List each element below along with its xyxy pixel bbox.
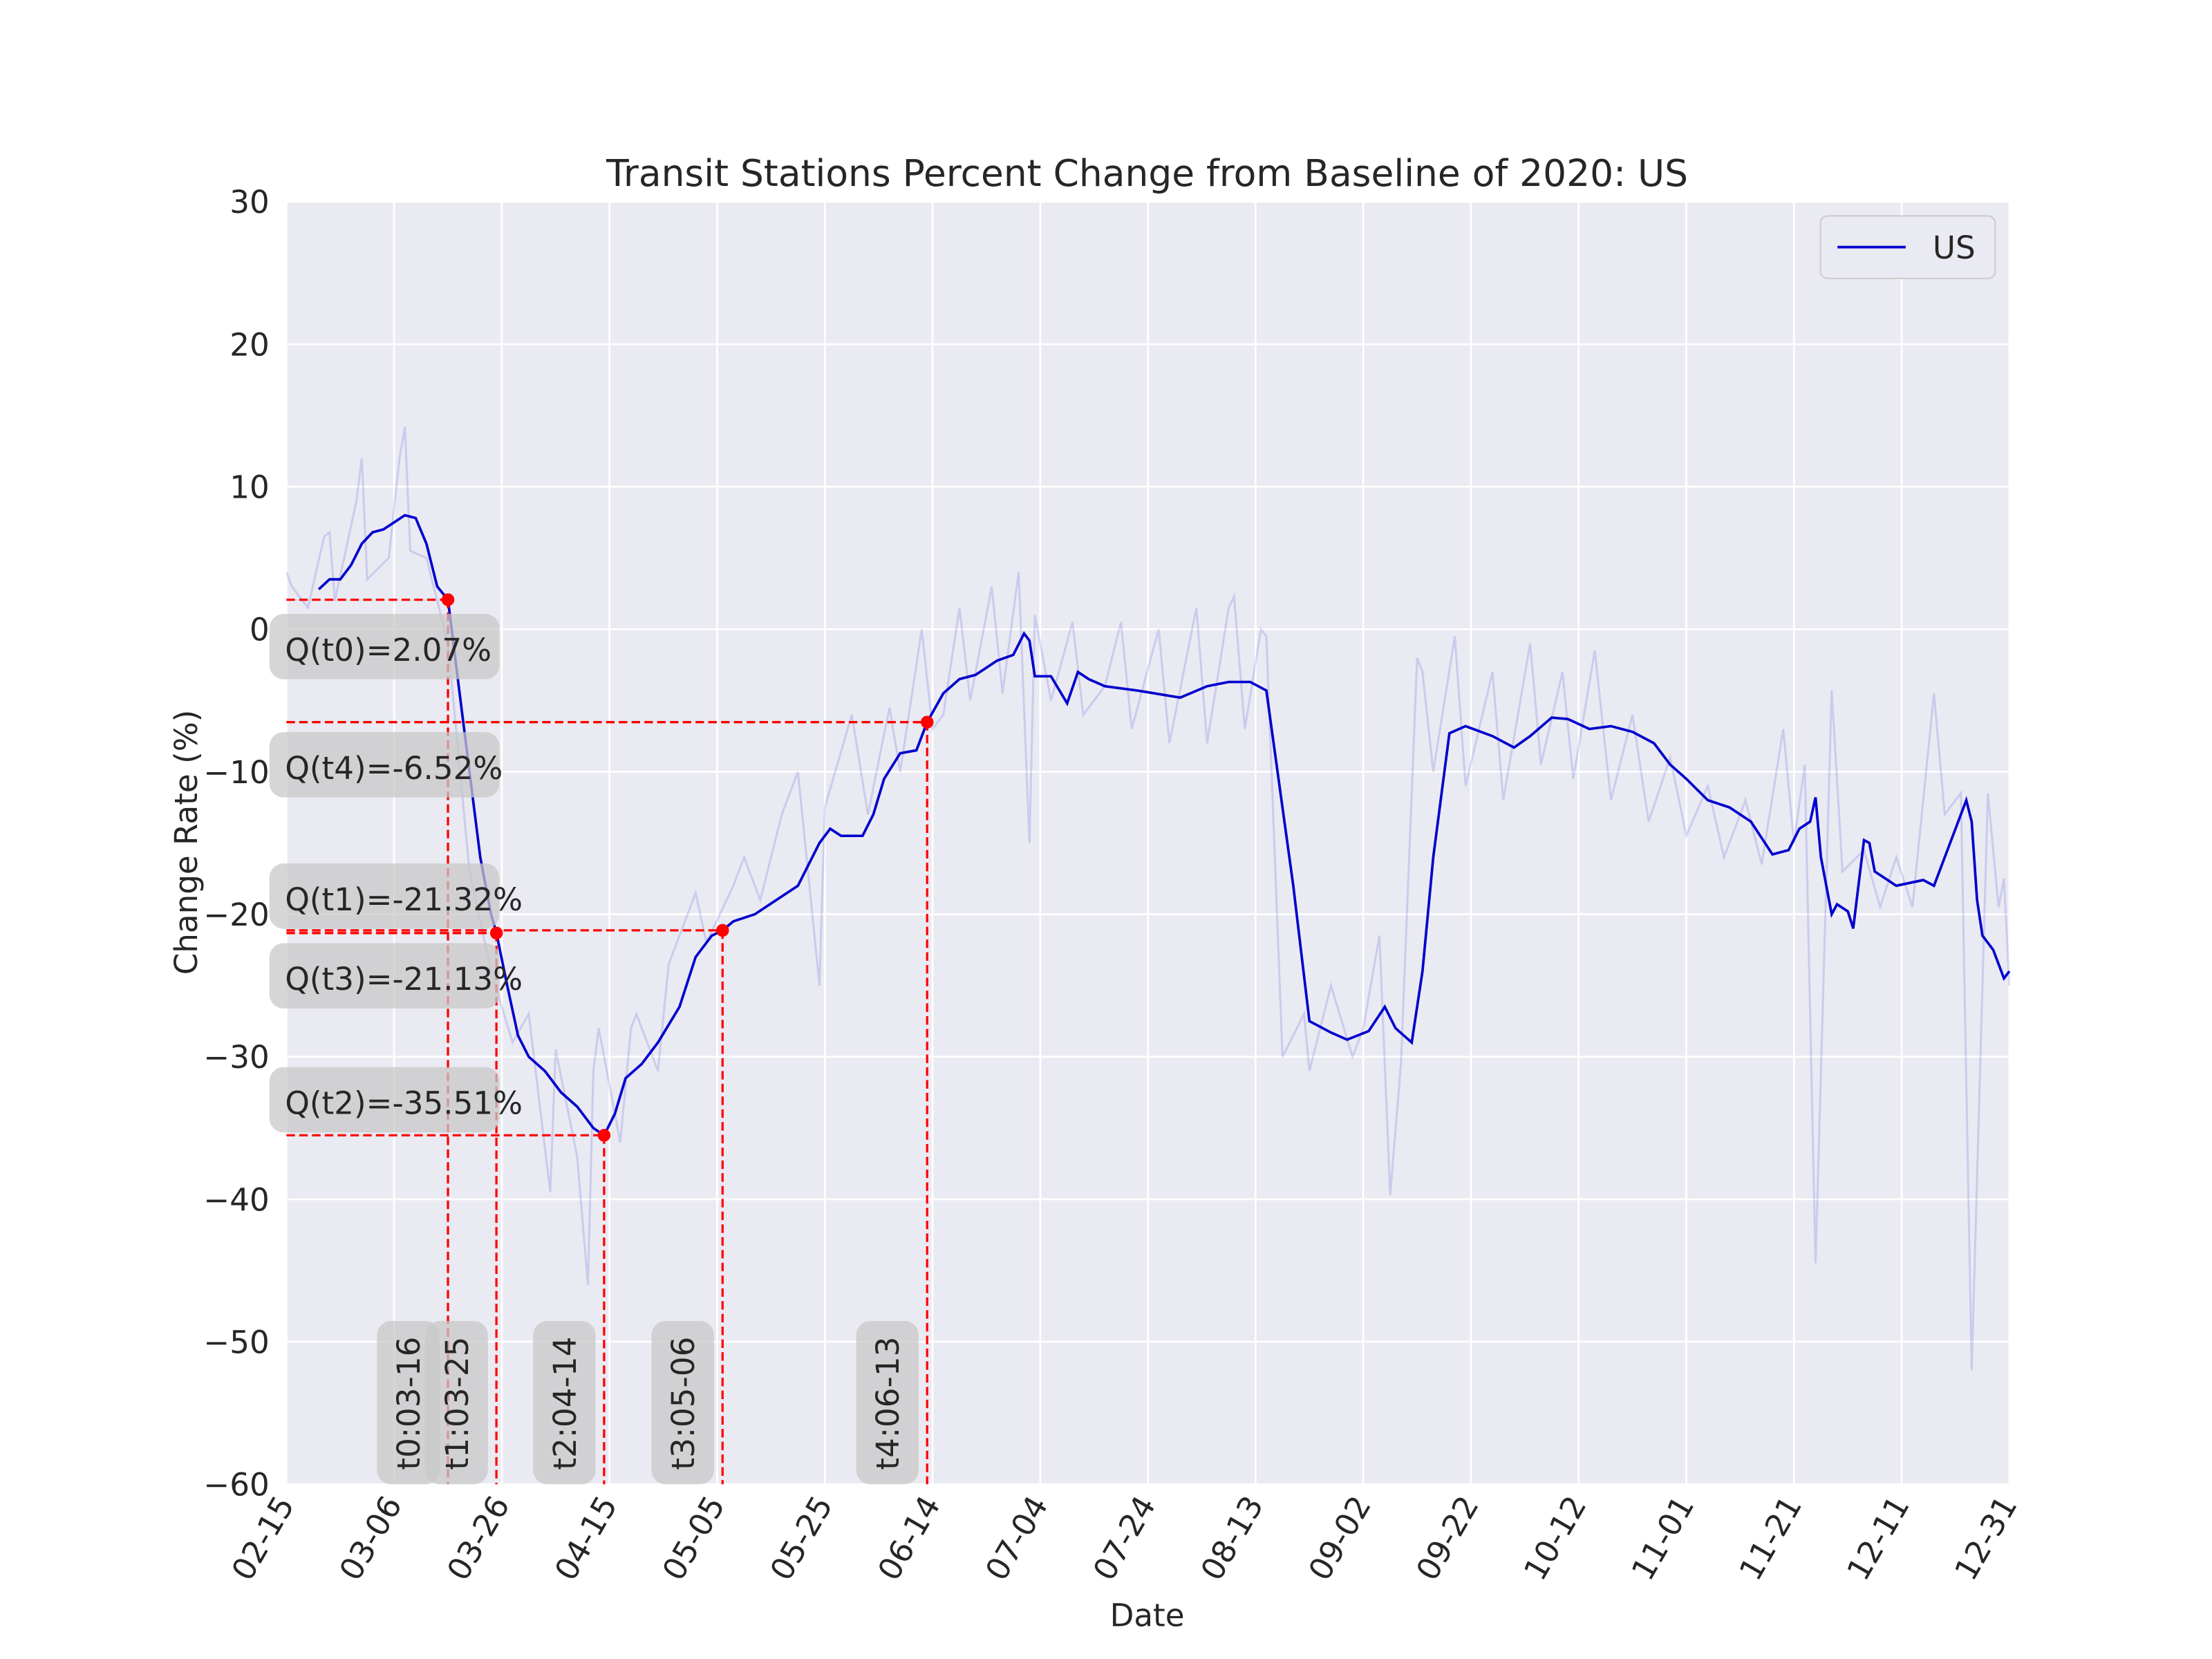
- q-label: Q(t4)=-6.52%: [285, 750, 503, 787]
- point-marker: [489, 926, 503, 940]
- t-label-box: [651, 1320, 714, 1485]
- q-label-box: [269, 732, 500, 798]
- x-axis-label: Date: [1110, 1597, 1185, 1634]
- t-label: t2:04-14: [547, 1337, 583, 1470]
- x-tick-label: 11-21: [1732, 1490, 1810, 1586]
- grid: [285, 200, 2011, 1485]
- series-line: [317, 514, 2011, 1138]
- x-tick-label: 09-02: [1301, 1490, 1378, 1586]
- y-tick-label: −30: [203, 1039, 269, 1076]
- t-label-box: [533, 1320, 596, 1485]
- legend-label: US: [1933, 229, 1976, 266]
- t-label: t4:06-13: [870, 1337, 906, 1470]
- y-tick-label: 20: [229, 326, 270, 363]
- x-tick-label: 08-13: [1194, 1490, 1271, 1586]
- t-label: t0:03-16: [391, 1337, 427, 1470]
- x-tick-label: 03-06: [332, 1490, 409, 1586]
- x-tick-label: 07-04: [978, 1490, 1056, 1586]
- x-tick-label: 12-31: [1947, 1490, 2025, 1586]
- point-marker: [921, 715, 934, 729]
- q-label: Q(t2)=-35.51%: [285, 1085, 523, 1122]
- t-label-box: [425, 1320, 488, 1485]
- x-tick-label: 04-15: [547, 1490, 625, 1586]
- x-tick-label: 11-01: [1624, 1490, 1702, 1586]
- x-tick-label: 02-15: [225, 1490, 302, 1586]
- t-label-box: [377, 1320, 440, 1485]
- y-tick-label: 30: [229, 184, 270, 221]
- x-tick-label: 10-12: [1517, 1490, 1594, 1586]
- legend: US: [1819, 215, 1996, 279]
- raw-line: [285, 427, 2011, 1371]
- q-label-box: [269, 863, 500, 929]
- lines: [285, 427, 2011, 1371]
- t-label-box: [856, 1320, 919, 1485]
- x-tick-label: 05-25: [763, 1490, 841, 1586]
- q-label: Q(t3)=-21.13%: [285, 961, 523, 997]
- x-tick-label: 05-05: [655, 1490, 733, 1586]
- q-label: Q(t0)=2.07%: [285, 632, 491, 668]
- q-label-box: [269, 943, 500, 1009]
- point-marker: [441, 593, 455, 606]
- x-tick-label: 03-26: [440, 1490, 517, 1586]
- y-tick-label: −40: [203, 1181, 269, 1218]
- point-marker: [716, 924, 729, 937]
- y-tick-label: −10: [203, 754, 269, 791]
- x-tick-label: 09-22: [1409, 1490, 1486, 1586]
- y-tick-label: 10: [229, 469, 270, 506]
- x-tick-label: 07-24: [1086, 1490, 1163, 1586]
- y-tick-label: −60: [203, 1467, 269, 1503]
- q-label: Q(t1)=-21.32%: [285, 881, 523, 918]
- q-label-box: [269, 614, 500, 679]
- chart-title: Transit Stations Percent Change from Bas…: [606, 151, 1688, 195]
- y-axis-label: Change Rate (%): [168, 710, 205, 975]
- q-label-box: [269, 1067, 500, 1133]
- point-marker: [597, 1129, 611, 1142]
- legend-box: [1819, 215, 1996, 279]
- t-label: t1:03-25: [439, 1337, 476, 1470]
- x-tick-label: 06-14: [870, 1490, 948, 1586]
- t-label: t3:05-06: [665, 1337, 702, 1470]
- x-tick-label: 12-11: [1839, 1490, 1917, 1586]
- y-tick-label: −50: [203, 1324, 269, 1361]
- annotations: Q(t0)=2.07% t0:03-16 Q(t1)=-21.32% t1:03-25…: [269, 593, 934, 1485]
- y-tick-label: −20: [203, 897, 269, 933]
- y-tick-label: 0: [250, 612, 270, 648]
